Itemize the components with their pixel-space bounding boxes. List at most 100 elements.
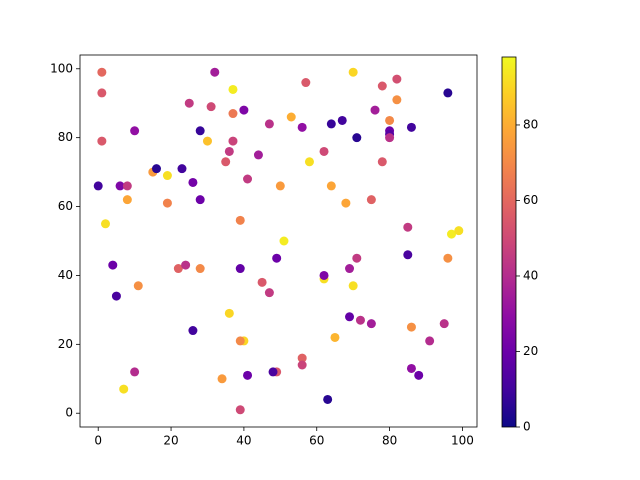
point [385,115,395,125]
point [235,264,245,274]
point [130,126,140,136]
x-tick-label: 60 [309,434,324,448]
point [297,122,307,132]
point [228,84,238,94]
point [268,367,278,377]
point [345,312,355,322]
point [130,367,140,377]
point [253,150,263,160]
point [188,326,198,336]
x-tick-label: 20 [163,434,178,448]
point [454,226,464,236]
x-tick-label: 0 [94,434,102,448]
point [224,146,234,156]
point [345,264,355,274]
point [406,322,416,332]
point [93,181,103,191]
colorbar-tick-label: 20 [523,344,538,358]
plot-frame [79,54,478,428]
point [108,260,118,270]
point [228,109,238,119]
y-tick-label: 80 [58,130,73,144]
point [326,181,336,191]
point [181,260,191,270]
point [297,353,307,363]
x-tick-label: 100 [451,434,474,448]
point [210,67,220,77]
colorbar-tick-label: 60 [523,193,538,207]
point [228,136,238,146]
point [279,236,289,246]
point [406,363,416,373]
point [217,374,227,384]
point [341,198,351,208]
point [162,198,172,208]
point [235,336,245,346]
point [337,115,347,125]
y-tick-label: 0 [65,406,73,420]
colorbar-tick-label: 40 [523,268,538,282]
point [370,105,380,115]
point [447,229,457,239]
point [385,133,395,143]
points [93,67,464,415]
point [195,195,205,205]
point [122,181,132,191]
point [206,102,216,112]
point [243,174,253,184]
point [443,88,453,98]
point [184,98,194,108]
point [188,177,198,187]
y-tick-label: 60 [58,199,73,213]
point [348,281,358,291]
point [202,136,212,146]
point [348,67,358,77]
point [173,264,183,274]
point [115,181,125,191]
point [392,95,402,105]
point [355,315,365,325]
y-tick-label: 20 [58,337,73,351]
point [195,126,205,136]
point [286,112,296,122]
point [403,250,413,260]
point [221,157,231,167]
point [162,171,172,181]
point [224,308,234,318]
point [414,370,424,380]
point [406,122,416,132]
point [243,370,253,380]
point [377,81,387,91]
point [264,119,274,129]
point [97,88,107,98]
point [122,195,132,205]
point [235,405,245,415]
point [97,136,107,146]
y-tick-label: 100 [50,61,73,75]
point [352,253,362,263]
point [319,146,329,156]
point [100,219,110,229]
point [239,105,249,115]
point [326,119,336,129]
point [439,319,449,329]
point [111,291,121,301]
point [304,157,314,167]
point [403,222,413,232]
point [392,74,402,84]
point [352,133,362,143]
point [151,164,161,174]
y-tick-label: 40 [58,268,73,282]
point [272,253,282,263]
x-tick-label: 80 [382,434,397,448]
point [275,181,285,191]
point [377,157,387,167]
colorbar [501,56,517,428]
point [443,253,453,263]
point [297,360,307,370]
point [257,277,267,287]
point [177,164,187,174]
colorbar-tick-label: 0 [523,420,531,434]
point [119,384,129,394]
